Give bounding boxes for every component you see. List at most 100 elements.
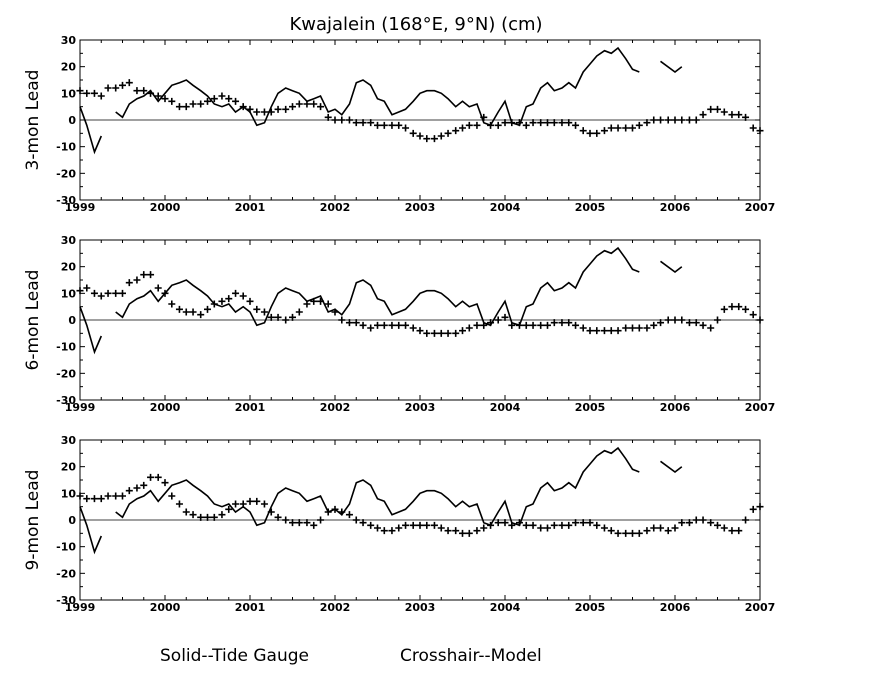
model-crosshair-point — [182, 308, 190, 316]
model-crosshair-point — [699, 111, 707, 119]
model-crosshair-point — [508, 321, 516, 329]
model-crosshair-point — [416, 132, 424, 140]
x-tick-label: 2005 — [575, 401, 606, 414]
model-crosshair-point — [714, 105, 721, 113]
model-crosshair-point — [175, 305, 183, 313]
model-crosshair-point — [147, 271, 155, 279]
model-crosshair-point — [260, 108, 268, 116]
model-crosshair-point — [380, 121, 388, 129]
model-crosshair-point — [565, 319, 573, 327]
model-crosshair-point — [735, 303, 743, 311]
model-crosshair-point — [714, 521, 721, 529]
model-crosshair-point — [104, 492, 112, 500]
model-crosshair-point — [140, 271, 148, 279]
y-tick-label: 20 — [61, 261, 77, 274]
model-crosshair-point — [289, 519, 296, 527]
model-crosshair-point — [331, 116, 339, 124]
model-crosshair-point — [742, 516, 750, 524]
model-crosshair-point — [437, 524, 445, 532]
model-crosshair-point — [274, 105, 282, 113]
model-crosshair-point — [218, 511, 226, 519]
model-crosshair-point — [593, 327, 601, 335]
model-crosshair-point — [480, 524, 488, 532]
model-crosshair-point — [239, 500, 247, 508]
model-crosshair-point — [246, 105, 254, 113]
model-crosshair-point — [643, 324, 651, 332]
model-crosshair-point — [586, 327, 594, 335]
model-crosshair-point — [218, 92, 226, 100]
model-crosshair-point — [83, 495, 91, 503]
model-crosshair-point — [600, 524, 608, 532]
model-crosshair-point — [629, 529, 636, 537]
chart-title: Kwajalein (168°E, 9°N) (cm) — [289, 14, 542, 35]
model-crosshair-point — [274, 313, 282, 321]
model-crosshair-point — [614, 529, 622, 537]
x-tick-label: 2005 — [575, 601, 606, 614]
model-crosshair-point — [423, 329, 431, 337]
model-crosshair-point — [714, 316, 721, 324]
model-crosshair-point — [388, 321, 396, 329]
model-crosshair-point — [685, 519, 693, 527]
y-tick-label: -10 — [56, 141, 76, 154]
model-crosshair-point — [225, 505, 233, 513]
model-crosshair-point — [338, 316, 346, 324]
model-crosshair-point — [558, 319, 566, 327]
model-crosshair-point — [629, 124, 636, 132]
model-crosshair-point — [210, 95, 218, 103]
model-crosshair-point — [367, 119, 375, 127]
model-crosshair-point — [352, 119, 360, 127]
model-crosshair-point — [140, 481, 148, 489]
x-tick-label: 2007 — [745, 601, 776, 614]
model-crosshair-point — [409, 521, 417, 529]
x-tick-label: 2006 — [660, 401, 691, 414]
model-crosshair-point — [692, 116, 700, 124]
model-crosshair-point — [629, 324, 636, 332]
model-crosshair-point — [579, 519, 587, 527]
y-tick-label: 30 — [61, 234, 77, 247]
model-crosshair-point — [494, 519, 502, 527]
model-crosshair-point — [267, 108, 275, 116]
model-crosshair-point — [657, 319, 665, 327]
y-tick-label: -20 — [56, 567, 76, 580]
tide-gauge-line — [115, 446, 640, 527]
model-crosshair-point — [742, 305, 750, 313]
model-crosshair-point — [444, 527, 452, 535]
model-crosshair-point — [550, 119, 558, 127]
model-crosshair-point — [600, 127, 608, 135]
model-crosshair-point — [367, 521, 375, 529]
model-crosshair-point — [465, 121, 473, 129]
model-crosshair-point — [600, 327, 608, 335]
y-tick-label: -20 — [56, 367, 76, 380]
model-crosshair-point — [295, 308, 303, 316]
model-crosshair-point — [430, 521, 438, 529]
model-crosshair-point — [395, 121, 403, 129]
model-crosshair-point — [97, 292, 105, 300]
model-crosshair-point — [550, 521, 558, 529]
model-crosshair-point — [635, 324, 643, 332]
model-crosshair-point — [423, 135, 431, 143]
model-crosshair-point — [380, 321, 388, 329]
x-tick-label: 2007 — [745, 201, 776, 214]
model-crosshair-point — [459, 327, 466, 335]
model-crosshair-point — [317, 103, 325, 111]
x-tick-label: 2001 — [235, 601, 266, 614]
model-crosshair-point — [508, 119, 516, 127]
x-tick-label: 2001 — [235, 401, 266, 414]
model-crosshair-point — [260, 500, 268, 508]
tide-gauge-line — [79, 106, 103, 155]
model-crosshair-point — [515, 519, 523, 527]
model-crosshair-point — [430, 135, 438, 143]
model-crosshair-point — [720, 524, 728, 532]
model-crosshair-point — [657, 116, 665, 124]
model-crosshair-point — [83, 89, 91, 97]
model-crosshair-point — [125, 279, 133, 287]
model-crosshair-point — [147, 473, 155, 481]
y-tick-label: 10 — [61, 487, 77, 500]
x-tick-label: 2000 — [150, 401, 181, 414]
model-crosshair-point — [395, 321, 403, 329]
model-crosshair-point — [678, 519, 686, 527]
model-crosshair-point — [459, 124, 466, 132]
model-crosshair-point — [720, 305, 728, 313]
